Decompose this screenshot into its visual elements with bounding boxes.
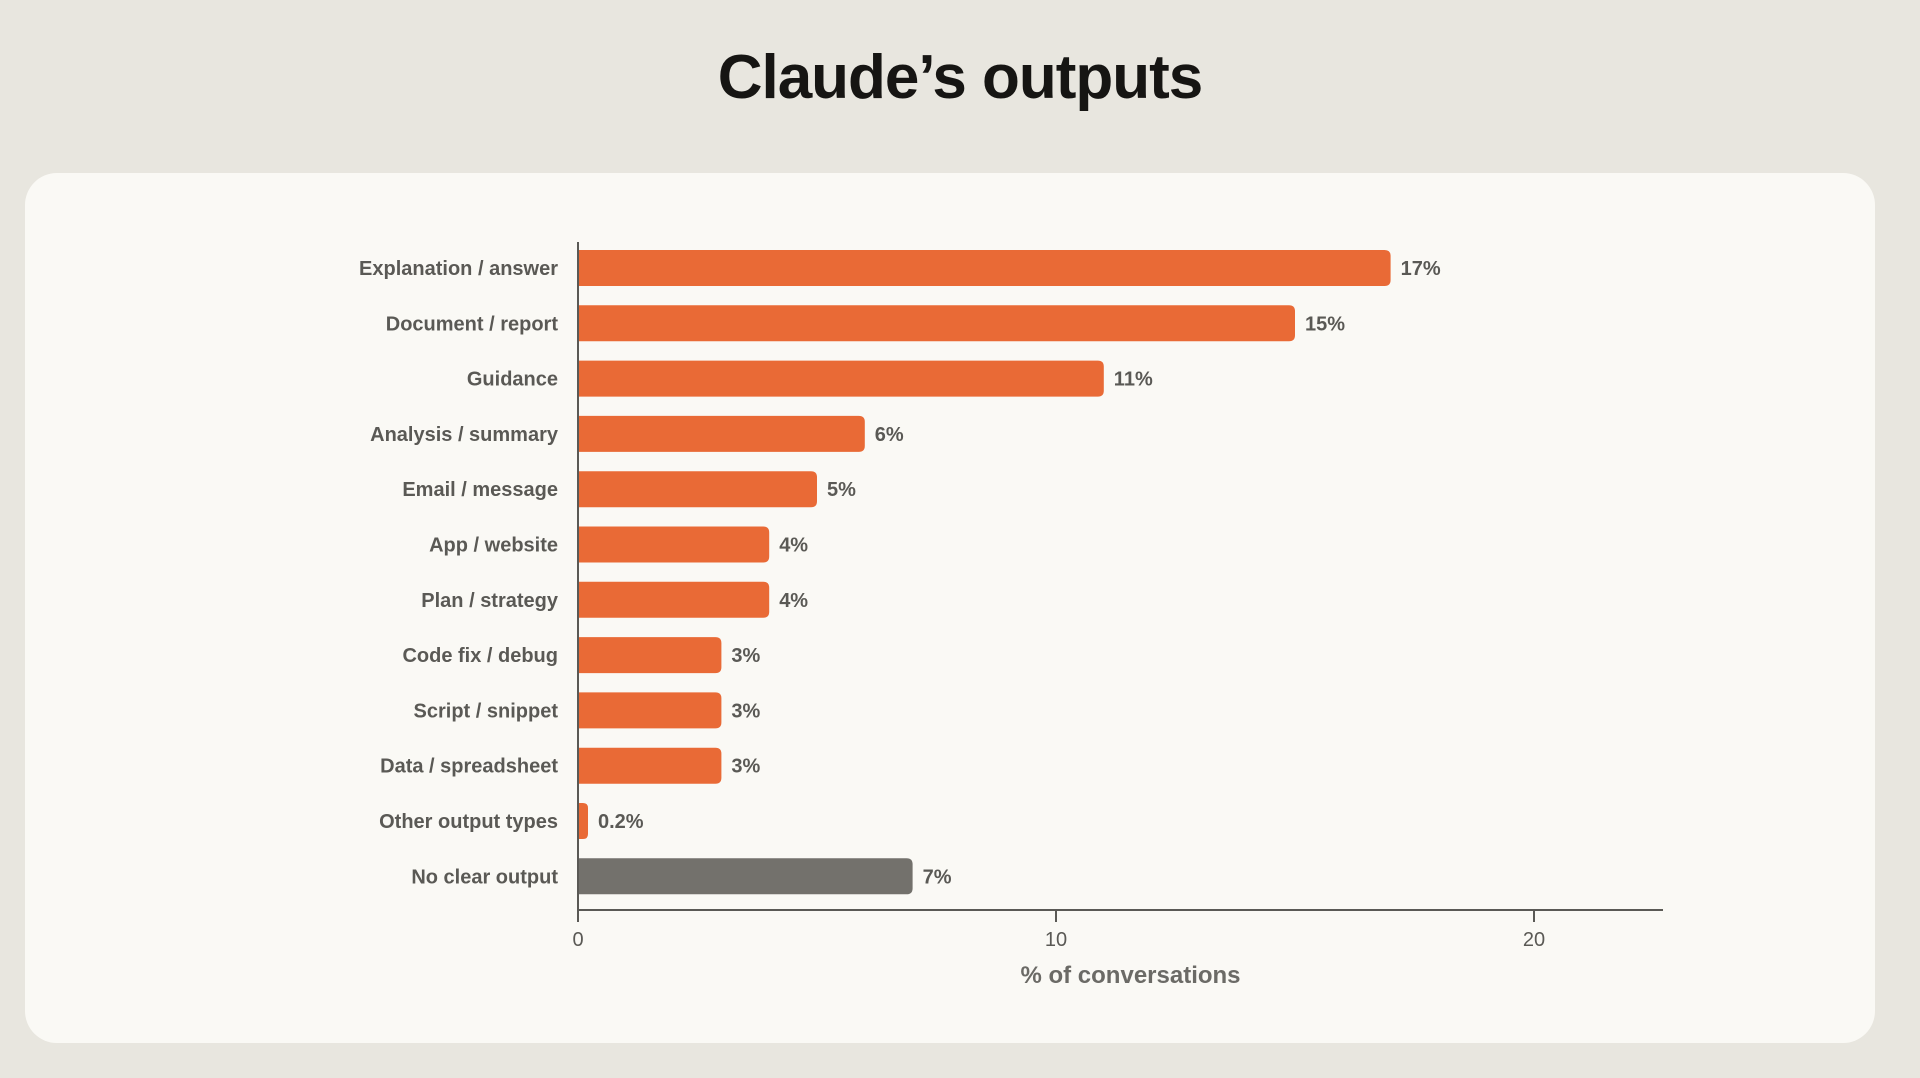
bar-guidance [578, 360, 1104, 397]
category-label: Analysis / summary [370, 424, 559, 446]
value-label: 3% [731, 756, 760, 778]
bar-email-message [578, 471, 817, 508]
category-label: Code fix / debug [402, 645, 558, 667]
category-label: Explanation / answer [359, 258, 558, 280]
category-label: Plan / strategy [421, 590, 559, 612]
bar-analysis-summary [578, 415, 865, 452]
value-label: 4% [779, 535, 808, 557]
x-tick-label: 10 [1045, 929, 1067, 951]
chart-card: Explanation / answer Document / report Gui… [25, 173, 1875, 1043]
category-label: Guidance [467, 369, 558, 391]
value-label: 7% [923, 866, 952, 888]
bar-document-report [578, 305, 1295, 342]
value-label: 0.2% [598, 811, 644, 833]
value-label: 15% [1305, 313, 1345, 335]
value-label: 3% [731, 700, 760, 722]
category-label: Email / message [402, 479, 558, 501]
bar-no-clear-output [578, 858, 913, 895]
value-labels: 17% 15% 11% 6% 5% 4% 4% 3% 3% 3% 0.2% 7% [598, 258, 1441, 888]
category-label: Document / report [386, 313, 559, 335]
page-title: Claude’s outputs [717, 43, 1204, 112]
bar-script-snippet [578, 692, 722, 729]
bar-other-output-types [578, 803, 588, 839]
category-label: Other output types [379, 811, 558, 833]
x-axis: 0 10 20 % of conversations [572, 242, 1663, 989]
category-label: Data / spreadsheet [380, 756, 558, 778]
category-labels: Explanation / answer Document / report Gui… [359, 258, 559, 888]
bar-data-spreadsheet [578, 747, 722, 784]
value-label: 6% [875, 424, 904, 446]
bar-code-fix-debug [578, 637, 722, 674]
value-label: 3% [731, 645, 760, 667]
value-label: 11% [1114, 369, 1153, 391]
value-label: 4% [779, 590, 808, 612]
bars-layer [578, 250, 1391, 895]
value-label: 17% [1401, 258, 1441, 280]
x-tick-label: 0 [572, 929, 583, 951]
category-label: Script / snippet [414, 700, 559, 722]
category-label: No clear output [411, 866, 558, 888]
bar-chart: Explanation / answer Document / report Gui… [359, 242, 1663, 989]
category-label: App / website [429, 535, 558, 557]
x-axis-title: % of conversations [1020, 962, 1240, 989]
value-label: 5% [827, 479, 856, 501]
bar-explanation-answer [578, 250, 1391, 286]
bar-app-website [578, 526, 770, 563]
x-tick-label: 20 [1523, 929, 1545, 951]
bar-plan-strategy [578, 581, 770, 618]
